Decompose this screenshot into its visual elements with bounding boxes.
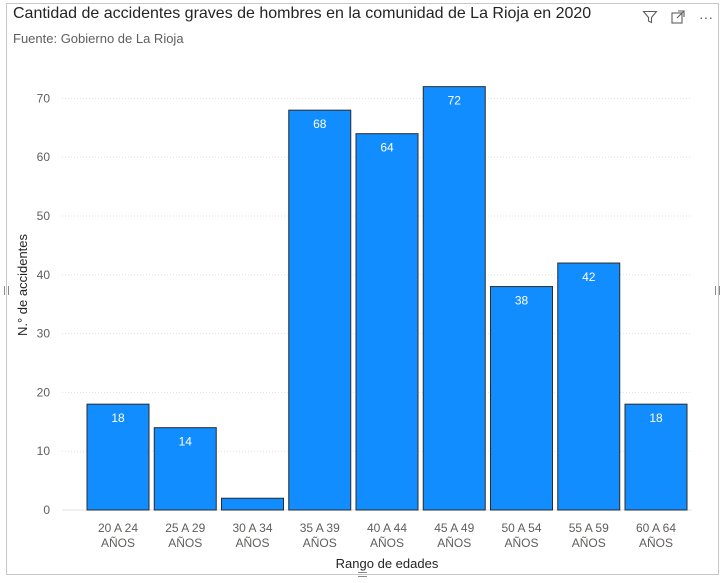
bar[interactable] xyxy=(624,403,688,511)
bar-data-label: 72 xyxy=(448,94,462,108)
x-tick-label: 40 A 44 xyxy=(367,521,407,535)
bar-data-label: 64 xyxy=(380,141,394,155)
bar[interactable] xyxy=(355,133,419,511)
chart-subtitle: Fuente: Gobierno de La Rioja xyxy=(13,31,184,46)
x-tick-label: AÑOS xyxy=(101,536,135,550)
resize-handle-bottom[interactable] xyxy=(358,572,367,577)
y-tick-label: 20 xyxy=(37,385,51,399)
bar-data-label: 38 xyxy=(515,294,529,308)
y-axis-title: N.° de accidentes xyxy=(15,233,30,336)
resize-handle-left[interactable] xyxy=(4,286,9,295)
bar-data-label: 68 xyxy=(313,117,327,131)
x-tick-label: AÑOS xyxy=(639,536,673,550)
x-tick-label: 50 A 54 xyxy=(501,521,541,535)
bar[interactable] xyxy=(490,286,553,511)
y-tick-label: 0 xyxy=(43,503,50,517)
x-tick-label: AÑOS xyxy=(437,536,471,550)
x-tick-label: 45 A 49 xyxy=(434,521,474,535)
y-tick-label: 60 xyxy=(37,150,51,164)
more-options-icon[interactable]: ··· xyxy=(697,8,715,26)
y-axis-ticks: 0 10 20 30 40 50 60 70 xyxy=(37,91,51,517)
bar[interactable] xyxy=(557,262,621,511)
bar[interactable] xyxy=(86,403,150,511)
focus-mode-icon[interactable] xyxy=(669,8,687,26)
y-tick-label: 40 xyxy=(37,268,51,282)
x-tick-label: 20 A 24 xyxy=(98,521,138,535)
bar[interactable] xyxy=(288,109,352,511)
x-tick-label: AÑOS xyxy=(168,536,202,550)
visual-header-toolbar: ··· xyxy=(641,8,715,26)
data-labels: 18 14 68 64 72 38 42 18 xyxy=(111,94,663,449)
resize-handle-right[interactable] xyxy=(715,286,720,295)
chart-title: Cantidad de accidentes graves de hombres… xyxy=(13,5,592,22)
x-tick-label: 55 A 59 xyxy=(569,521,609,535)
x-tick-label: 30 A 34 xyxy=(232,521,272,535)
y-tick-label: 70 xyxy=(37,91,51,105)
x-tick-label: AÑOS xyxy=(235,536,269,550)
bar[interactable] xyxy=(422,86,486,511)
bar-data-label: 18 xyxy=(111,411,125,425)
x-tick-label: AÑOS xyxy=(504,536,538,550)
bar-data-label: 14 xyxy=(179,435,193,449)
x-tick-label: AÑOS xyxy=(572,536,606,550)
x-tick-label: AÑOS xyxy=(303,536,337,550)
bar[interactable] xyxy=(153,427,217,511)
bar-data-label: 18 xyxy=(649,411,663,425)
y-tick-label: 30 xyxy=(37,327,51,341)
y-tick-label: 10 xyxy=(37,444,51,458)
x-tick-label: 35 A 39 xyxy=(300,521,340,535)
more-options-label: ··· xyxy=(699,9,713,25)
filter-icon[interactable] xyxy=(641,8,659,26)
x-tick-label: AÑOS xyxy=(370,536,404,550)
bar-data-label: 42 xyxy=(582,270,596,284)
bar[interactable] xyxy=(221,497,284,511)
y-tick-label: 50 xyxy=(37,209,51,223)
x-tick-label: 25 A 29 xyxy=(165,521,205,535)
x-tick-label: 60 A 64 xyxy=(636,521,676,535)
bars xyxy=(86,86,688,511)
x-axis-title: Rango de edades xyxy=(336,556,439,571)
